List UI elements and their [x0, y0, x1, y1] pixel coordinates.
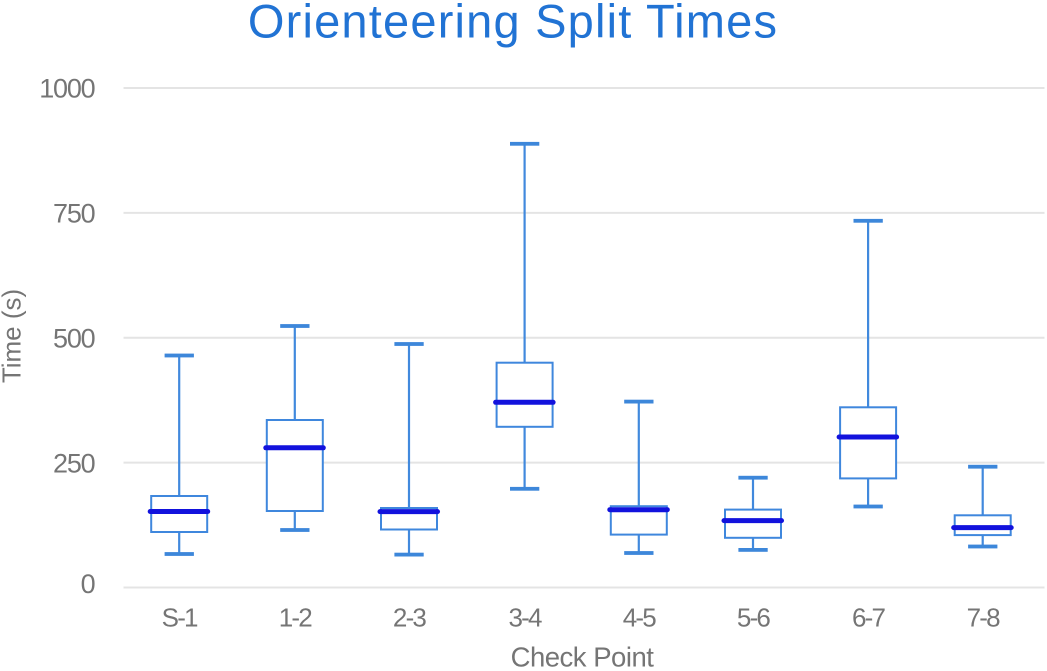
svg-text:6-7: 6-7	[852, 603, 886, 633]
svg-text:7-8: 7-8	[967, 603, 1001, 633]
svg-text:500: 500	[53, 324, 95, 354]
svg-text:Check Point: Check Point	[511, 642, 655, 671]
svg-text:4-5: 4-5	[623, 603, 657, 633]
svg-text:3-4: 3-4	[509, 603, 543, 633]
svg-text:250: 250	[53, 448, 95, 478]
svg-text:1-2: 1-2	[279, 603, 313, 633]
svg-text:1000: 1000	[39, 74, 94, 104]
svg-text:Time (s): Time (s)	[0, 289, 27, 383]
svg-text:Orienteering Split Times: Orienteering Split Times	[248, 0, 778, 48]
svg-text:2-3: 2-3	[393, 603, 427, 633]
svg-text:750: 750	[53, 199, 95, 229]
svg-text:S-1: S-1	[162, 603, 198, 633]
svg-text:5-6: 5-6	[737, 603, 771, 633]
svg-text:0: 0	[81, 569, 95, 599]
